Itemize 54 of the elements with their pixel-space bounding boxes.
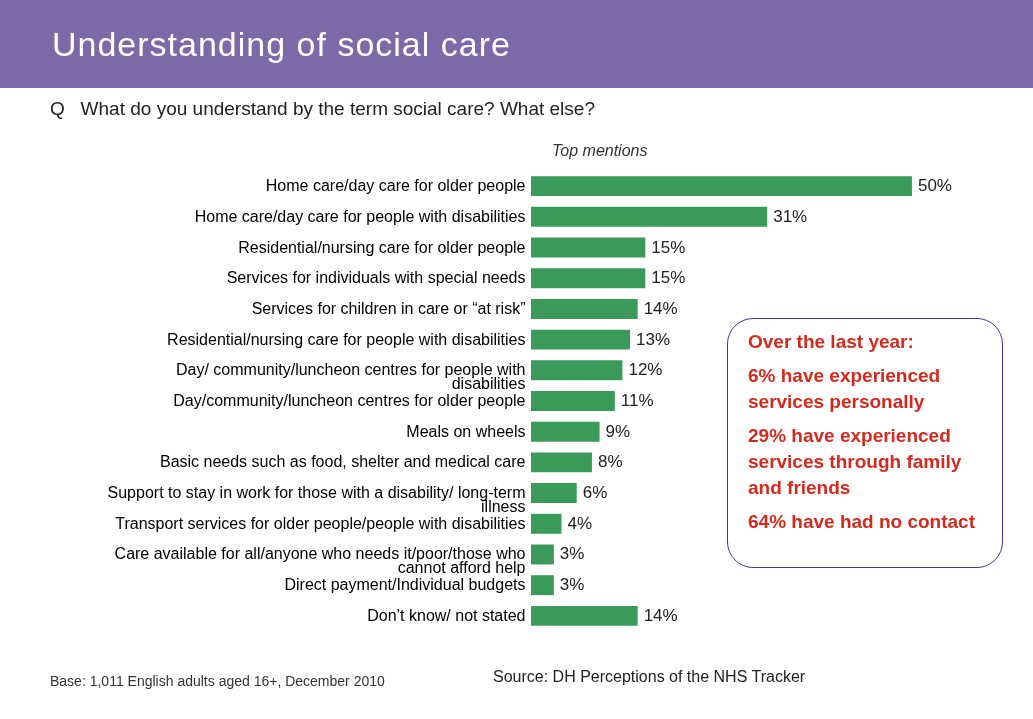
y-tick-label: Direct payment/Individual budgets (284, 576, 526, 594)
data-label: 14% (643, 605, 678, 625)
bar (531, 575, 554, 596)
data-label: 3% (559, 544, 585, 564)
y-tick-label: Support to stay in work for those with a disability/ long-term illness (107, 484, 526, 516)
data-label: 11% (620, 391, 654, 410)
data-label: 31% (773, 206, 808, 226)
y-tick-label: Day/community/luncheon centres for older people (173, 392, 526, 409)
data-label: 14% (643, 298, 678, 318)
bar (531, 298, 638, 319)
bar (531, 329, 631, 350)
data-label: 4% (567, 513, 593, 533)
annotation: 64% have had no contact (748, 510, 976, 534)
bar (531, 483, 577, 504)
y-tick-label: Basic needs such as food, shelter and medical care (159, 453, 526, 471)
data-label: 9% (605, 421, 631, 441)
bar (531, 421, 600, 442)
text: Base: 1,011 English adults aged 16+, December 2010 (50, 673, 385, 689)
data-label: 15% (651, 237, 686, 257)
text: Top mentions (552, 142, 648, 160)
y-tick-label: Residential/nursing care for people with disabilities (167, 330, 526, 348)
data-label: 13% (636, 329, 671, 349)
bar (531, 605, 638, 626)
data-label: 50% (917, 176, 952, 196)
annotation: 6% have experienced services personally (748, 364, 942, 414)
bar (531, 206, 768, 227)
annotation: Over the last year: (748, 330, 915, 354)
bar (531, 237, 646, 258)
bar (531, 360, 623, 381)
bar (531, 391, 615, 411)
data-label: 12% (628, 360, 663, 380)
data-label: 6% (582, 483, 608, 503)
bar (531, 544, 554, 565)
y-tick-label: Meals on wheels (406, 422, 526, 440)
text: Q What do you understand by the term social care? What else? (50, 98, 595, 120)
y-tick-label: Home care/day care for people with disabilities (194, 207, 526, 225)
bar (531, 513, 562, 534)
data-label: 3% (559, 575, 585, 595)
chart-title: Understanding of social care (0, 0, 1033, 88)
data-label: 15% (651, 268, 686, 288)
bar (531, 452, 592, 473)
bar (531, 268, 646, 289)
y-tick-label: Don’t know/ not stated (367, 606, 526, 624)
data-label: 8% (597, 452, 623, 472)
annotation: 29% have experienced services through family and friends (748, 424, 963, 500)
y-tick-label: Care available for all/anyone who needs it/poor/those who cannot afford help (114, 545, 526, 577)
y-tick-label: Home care/day care for older people (265, 177, 526, 195)
y-tick-label: Day/ community/luncheon centres for people with disabilities (175, 361, 526, 393)
y-tick-label: Services for individuals with special needs (226, 269, 526, 287)
y-tick-label: Services for children in care or “at risk” (251, 299, 526, 317)
source-note: Source: DH Perceptions of the NHS Tracker (493, 668, 806, 686)
y-tick-label: Residential/nursing care for older people (238, 238, 526, 256)
bar (531, 176, 912, 197)
y-tick-label: Transport services for older people/people with disabilities (115, 514, 526, 532)
